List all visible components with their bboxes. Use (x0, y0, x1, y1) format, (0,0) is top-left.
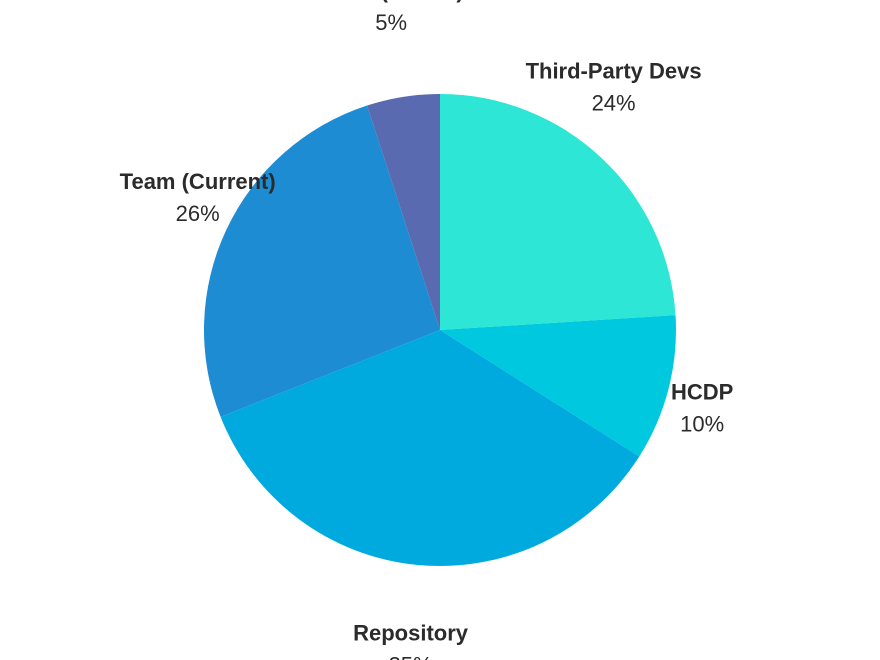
slice-label-team-current: Team (Current) 26% (120, 169, 276, 226)
slice-label-name: Team (Future) (319, 0, 464, 3)
slice-label-value: 5% (375, 10, 407, 35)
pie-slice-third-party-devs (440, 94, 676, 330)
slice-label-name: HCDP (671, 380, 733, 405)
pie-slice-hcdp (440, 315, 676, 457)
slice-label-hcdp: HCDP 10% (671, 380, 733, 437)
slice-label-team-future: Team (Future) 5% (319, 0, 464, 35)
slice-label-name: Team (Current) (120, 169, 276, 194)
pie-slice-team-current (203, 105, 440, 417)
pie-slice-team-future (367, 94, 440, 330)
pie-labels: Third-Party Devs 24% HCDP 10% Repository 35% T… (120, 0, 734, 660)
slice-label-name: Third-Party Devs (526, 59, 702, 84)
slice-label-value: 35% (389, 653, 433, 660)
slice-label-name: Repository (353, 621, 469, 646)
slice-label-value: 24% (592, 91, 636, 116)
pie-slices (203, 94, 676, 567)
slice-label-value: 10% (680, 412, 724, 437)
slice-label-third-party-devs: Third-Party Devs 24% (526, 59, 702, 116)
slice-label-value: 26% (176, 201, 220, 226)
slice-label-repository: Repository 35% (353, 621, 469, 660)
pie-slice-repository (220, 330, 640, 567)
